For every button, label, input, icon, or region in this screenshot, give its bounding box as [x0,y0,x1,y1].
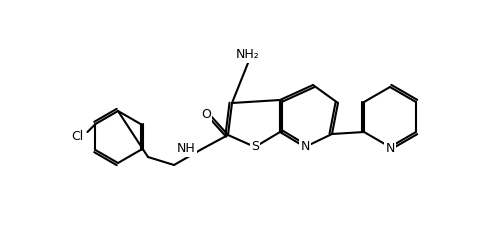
Text: Cl: Cl [71,130,83,142]
Text: N: N [300,140,309,153]
Text: NH: NH [177,142,196,155]
Text: NH₂: NH₂ [236,49,259,61]
Text: N: N [384,142,394,155]
Text: S: S [251,140,258,153]
Text: O: O [201,108,211,122]
